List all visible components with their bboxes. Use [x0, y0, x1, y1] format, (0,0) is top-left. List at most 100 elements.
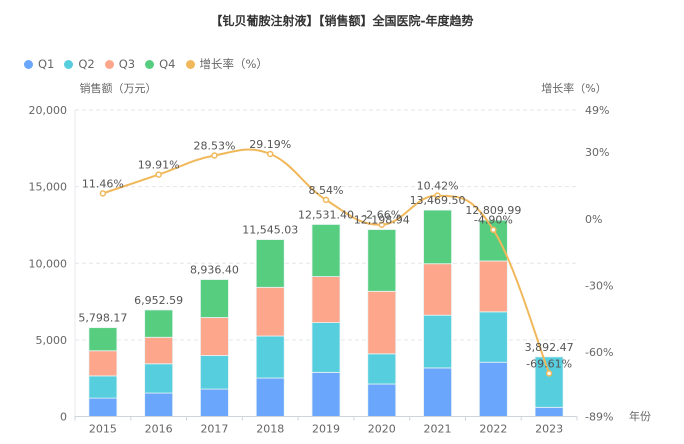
x-tick-label: 2015: [89, 423, 117, 436]
growth-rate-point: [99, 190, 107, 197]
legend-item-growth-rate[interactable]: 增长率（%）: [185, 56, 268, 72]
legend-item-q4[interactable]: Q4: [145, 57, 176, 71]
bar-segment-q2: [200, 355, 229, 390]
bar-segment-q3: [200, 317, 229, 356]
x-tick-label: 2022: [479, 423, 507, 436]
bar-total-label: 12,531.40: [298, 208, 354, 221]
legend: Q1 Q2 Q3 Q4 增长率（%）: [24, 56, 268, 72]
legend-label: Q3: [118, 57, 136, 71]
growth-rate-point: [490, 226, 497, 233]
y2-tick-label: -30%: [585, 279, 613, 292]
bar-segment-q1: [88, 397, 118, 417]
legend-item-q2[interactable]: Q2: [64, 57, 95, 71]
y-tick-label: 0: [60, 411, 67, 424]
bar-segment-q2: [423, 314, 452, 369]
bar-segment-q4: [144, 309, 174, 338]
growth-rate-point: [155, 171, 162, 178]
bar-total-label: 11,545.03: [242, 224, 298, 237]
y2-tick-label: 0%: [585, 213, 602, 226]
bar-segment-q1: [534, 406, 564, 417]
y2-axis-title: 增长率（%）: [541, 81, 606, 95]
bar-segment-q3: [88, 350, 118, 377]
growth-rate-point: [322, 196, 330, 204]
bar-segment-q2: [144, 363, 174, 394]
bar-segment-q1: [144, 392, 174, 417]
growth-rate-label: 19.91%: [138, 159, 180, 172]
legend-item-q3[interactable]: Q3: [104, 57, 136, 71]
bar-segment-q1: [200, 388, 229, 417]
bar-segment-q3: [255, 286, 285, 337]
legend-marker-icon: [64, 59, 74, 69]
chart-title: 【钆贝葡胺注射液】【销售额】全国医院-年度趋势: [210, 14, 474, 28]
x-axis-title: 年份: [629, 409, 651, 423]
y-tick-label: 20,000: [29, 104, 68, 117]
bar-total-label: 13,469.50: [410, 194, 466, 207]
x-tick-label: 2023: [535, 423, 563, 436]
bar-segment-q2: [534, 356, 564, 408]
legend-label: Q1: [38, 57, 55, 71]
growth-rate-label: -2.66%: [362, 209, 401, 222]
growth-rate-label: -4.90%: [474, 214, 513, 227]
growth-rate-label: -69.61%: [526, 357, 572, 370]
bar-segment-q1: [478, 361, 508, 417]
bar-segment-q2: [478, 311, 508, 363]
bar-segment-q3: [423, 263, 452, 316]
x-tick-label: 2018: [256, 423, 284, 436]
growth-rate-label: 29.19%: [249, 138, 291, 151]
x-tick-label: 2020: [368, 423, 396, 436]
bar-total-label: 12,809.99: [465, 204, 521, 217]
x-tick-label: 2021: [424, 423, 452, 436]
growth-rate-point: [545, 370, 553, 377]
legend-label: Q2: [78, 57, 95, 71]
bar-segment-q2: [311, 322, 341, 373]
growth-rate-point: [211, 152, 218, 159]
bar-segment-q2: [88, 375, 118, 399]
x-tick-label: 2017: [200, 423, 228, 436]
bar-segment-q4: [88, 327, 118, 352]
bar-segment-q1: [423, 367, 452, 417]
y-tick-label: 5,000: [36, 334, 68, 347]
growth-rate-point: [266, 150, 274, 158]
x-tick-label: 2019: [312, 423, 340, 436]
growth-rate-point: [434, 192, 441, 199]
bar-total-label: 3,892.47: [525, 341, 574, 354]
bar-segment-q3: [478, 260, 508, 313]
legend-item-q1[interactable]: Q1: [24, 57, 54, 71]
legend-marker-icon: [185, 59, 195, 69]
growth-rate-label: 28.53%: [193, 139, 235, 152]
legend-label: Q4: [159, 57, 176, 71]
bar-total-label: 8,936.40: [190, 264, 239, 277]
bar-segment-q4: [423, 209, 452, 265]
bar-segment-q3: [144, 336, 174, 365]
bar-segment-q4: [255, 239, 285, 288]
bar-segment-q2: [367, 353, 397, 385]
bar-total-label: 6,952.59: [134, 294, 183, 307]
bar-segment-q3: [367, 290, 397, 355]
bar-segment-q4: [200, 279, 229, 318]
bar-segment-q1: [311, 371, 341, 417]
legend-marker-icon: [104, 59, 114, 69]
growth-rate-label: 8.54%: [309, 184, 344, 197]
bar-segment-q1: [255, 377, 285, 417]
bar-total-label: 5,798.17: [78, 312, 127, 325]
y-axis-title: 销售额（万元）: [80, 81, 157, 95]
legend-marker-icon: [145, 59, 155, 69]
bar-segment-q4: [311, 224, 341, 277]
legend-marker-icon: [24, 59, 33, 69]
y-tick-label: 15,000: [29, 181, 68, 194]
y2-tick-label: 30%: [585, 146, 609, 159]
growth-rate-label: 11.46%: [82, 177, 124, 190]
bar-total-label: 12,198.94: [354, 214, 410, 227]
x-tick-label: 2016: [145, 423, 173, 436]
legend-label: 增长率（%）: [199, 57, 268, 71]
y2-tick-label: -60%: [585, 346, 613, 359]
y2-tick-label: -89%: [585, 411, 613, 424]
bar-segment-q2: [255, 335, 285, 379]
bar-segment-q1: [367, 383, 397, 417]
y-tick-label: 10,000: [29, 257, 68, 270]
bar-segment-q4: [367, 229, 397, 292]
growth-rate-label: 10.42%: [417, 180, 459, 193]
y2-tick-label: 49%: [585, 104, 609, 117]
bar-segment-q3: [311, 276, 341, 323]
